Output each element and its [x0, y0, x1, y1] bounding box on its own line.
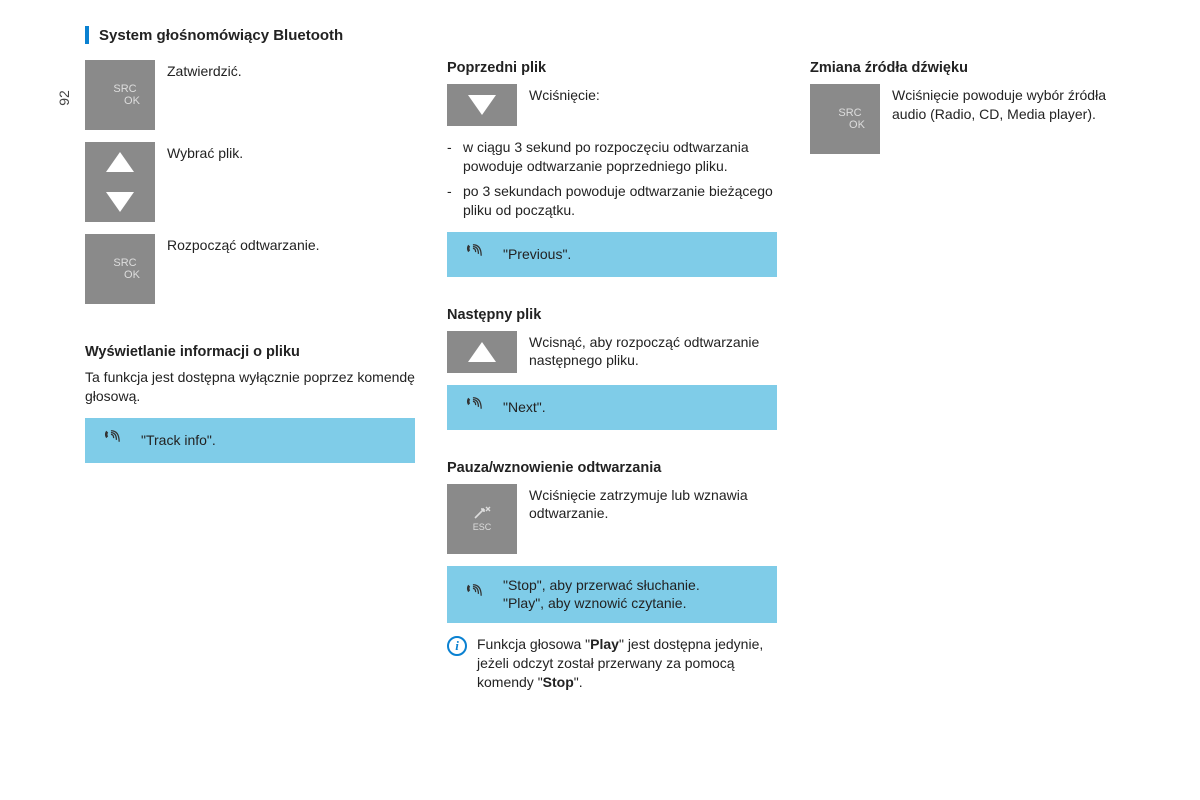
file-info-body: Ta funkcja jest dostępna wyłącznie poprz… [85, 368, 415, 406]
info-icon: i [447, 636, 467, 656]
voice-icon [461, 395, 487, 420]
ok-label: OK [110, 269, 140, 281]
esc-icon: ESC [447, 484, 517, 554]
pause-resume-text: Wciśnięcie zatrzymuje lub wznawia odtwar… [529, 484, 777, 524]
down-arrow-icon [447, 84, 517, 126]
change-source-heading: Zmiana źródła dźwięku [810, 60, 1140, 76]
voice-line-1: "Stop", aby przerwać słuchanie. [503, 576, 700, 595]
ok-label: OK [110, 95, 140, 107]
info-note: i Funkcja głosowa "Play" jest dostępna j… [447, 635, 777, 692]
next-file-text: Wcisnąć, aby rozpocząć odtwarzanie nastę… [529, 331, 777, 371]
next-file-heading: Następny plik [447, 307, 777, 323]
select-file-row: Wybrać plik. [85, 142, 415, 222]
file-info-heading: Wyświetlanie informacji o pliku [85, 344, 415, 360]
info-text: Funkcja głosowa "Play" jest dostępna jed… [477, 635, 777, 692]
up-arrow-icon [447, 331, 517, 373]
confirm-row: SRC OK Zatwierdzić. [85, 60, 415, 130]
src-label: SRC [835, 107, 865, 119]
title-accent [85, 26, 89, 44]
voice-line-2: "Play", aby wznowić czytanie. [503, 594, 700, 613]
confirm-text: Zatwierdzić. [167, 60, 242, 81]
src-ok-icon: SRC OK [810, 84, 880, 154]
next-file-row: Wcisnąć, aby rozpocząć odtwarzanie nastę… [447, 331, 777, 373]
page-number: 92 [56, 90, 72, 106]
voice-command-box: "Track info". [85, 418, 415, 463]
voice-command-box: "Next". [447, 385, 777, 430]
bullet-text: w ciągu 3 sekund po rozpoczęciu odtwarza… [463, 138, 777, 176]
voice-command-text: "Stop", aby przerwać słuchanie. "Play", … [503, 576, 700, 614]
esc-label: ESC [473, 523, 492, 533]
start-playback-row: SRC OK Rozpocząć odtwarzanie. [85, 234, 415, 304]
ok-label: OK [835, 119, 865, 131]
updown-icon [85, 142, 155, 222]
bullet-item: -po 3 sekundach powoduje odtwarzanie bie… [447, 182, 777, 220]
voice-command-text: "Previous". [503, 245, 571, 264]
select-file-text: Wybrać plik. [167, 142, 243, 163]
src-ok-icon: SRC OK [85, 60, 155, 130]
pause-resume-row: ESC Wciśnięcie zatrzymuje lub wznawia od… [447, 484, 777, 554]
column-2: Poprzedni plik Wciśnięcie: -w ciągu 3 se… [447, 60, 777, 692]
src-label: SRC [110, 257, 140, 269]
change-source-row: SRC OK Wciśnięcie powoduje wybór źródła … [810, 84, 1140, 154]
page-title-bar: System głośnomówiący Bluetooth [85, 26, 343, 44]
page-title: System głośnomówiący Bluetooth [99, 27, 343, 44]
previous-file-heading: Poprzedni plik [447, 60, 777, 76]
voice-icon [461, 242, 487, 267]
up-arrow-icon [85, 142, 155, 182]
voice-command-box: "Stop", aby przerwać słuchanie. "Play", … [447, 566, 777, 624]
voice-icon [461, 582, 487, 607]
voice-command-text: "Next". [503, 398, 546, 417]
bullet-text: po 3 sekundach powoduje odtwarzanie bież… [463, 182, 777, 220]
column-3: Zmiana źródła dźwięku SRC OK Wciśnięcie … [810, 60, 1140, 166]
change-source-text: Wciśnięcie powoduje wybór źródła audio (… [892, 84, 1140, 124]
pause-resume-heading: Pauza/wznowienie odtwarzania [447, 460, 777, 476]
column-1: SRC OK Zatwierdzić. Wybrać plik. SRC OK … [85, 60, 415, 475]
src-label: SRC [110, 83, 140, 95]
previous-press-text: Wciśnięcie: [529, 84, 600, 105]
down-arrow-icon [85, 182, 155, 222]
voice-command-text: "Track info". [141, 431, 216, 450]
voice-icon [99, 428, 125, 453]
voice-command-box: "Previous". [447, 232, 777, 277]
bullet-item: -w ciągu 3 sekund po rozpoczęciu odtwarz… [447, 138, 777, 176]
previous-file-row: Wciśnięcie: [447, 84, 777, 126]
start-playback-text: Rozpocząć odtwarzanie. [167, 234, 320, 255]
src-ok-icon: SRC OK [85, 234, 155, 304]
previous-bullets: -w ciągu 3 sekund po rozpoczęciu odtwarz… [447, 138, 777, 220]
